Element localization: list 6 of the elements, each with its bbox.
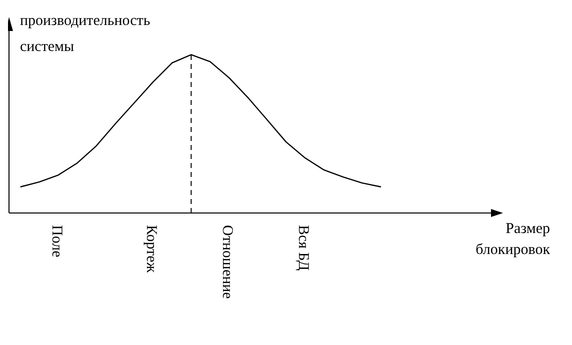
y-axis-title: производительность системы [20,12,152,57]
x-tick-label: Кортеж [143,225,160,274]
x-tick-label: Поле [48,225,64,258]
x-tick-label: Вся БД [295,225,312,271]
x-tick-label: Отношение [219,225,236,300]
text: Размер блокировок [474,220,550,260]
